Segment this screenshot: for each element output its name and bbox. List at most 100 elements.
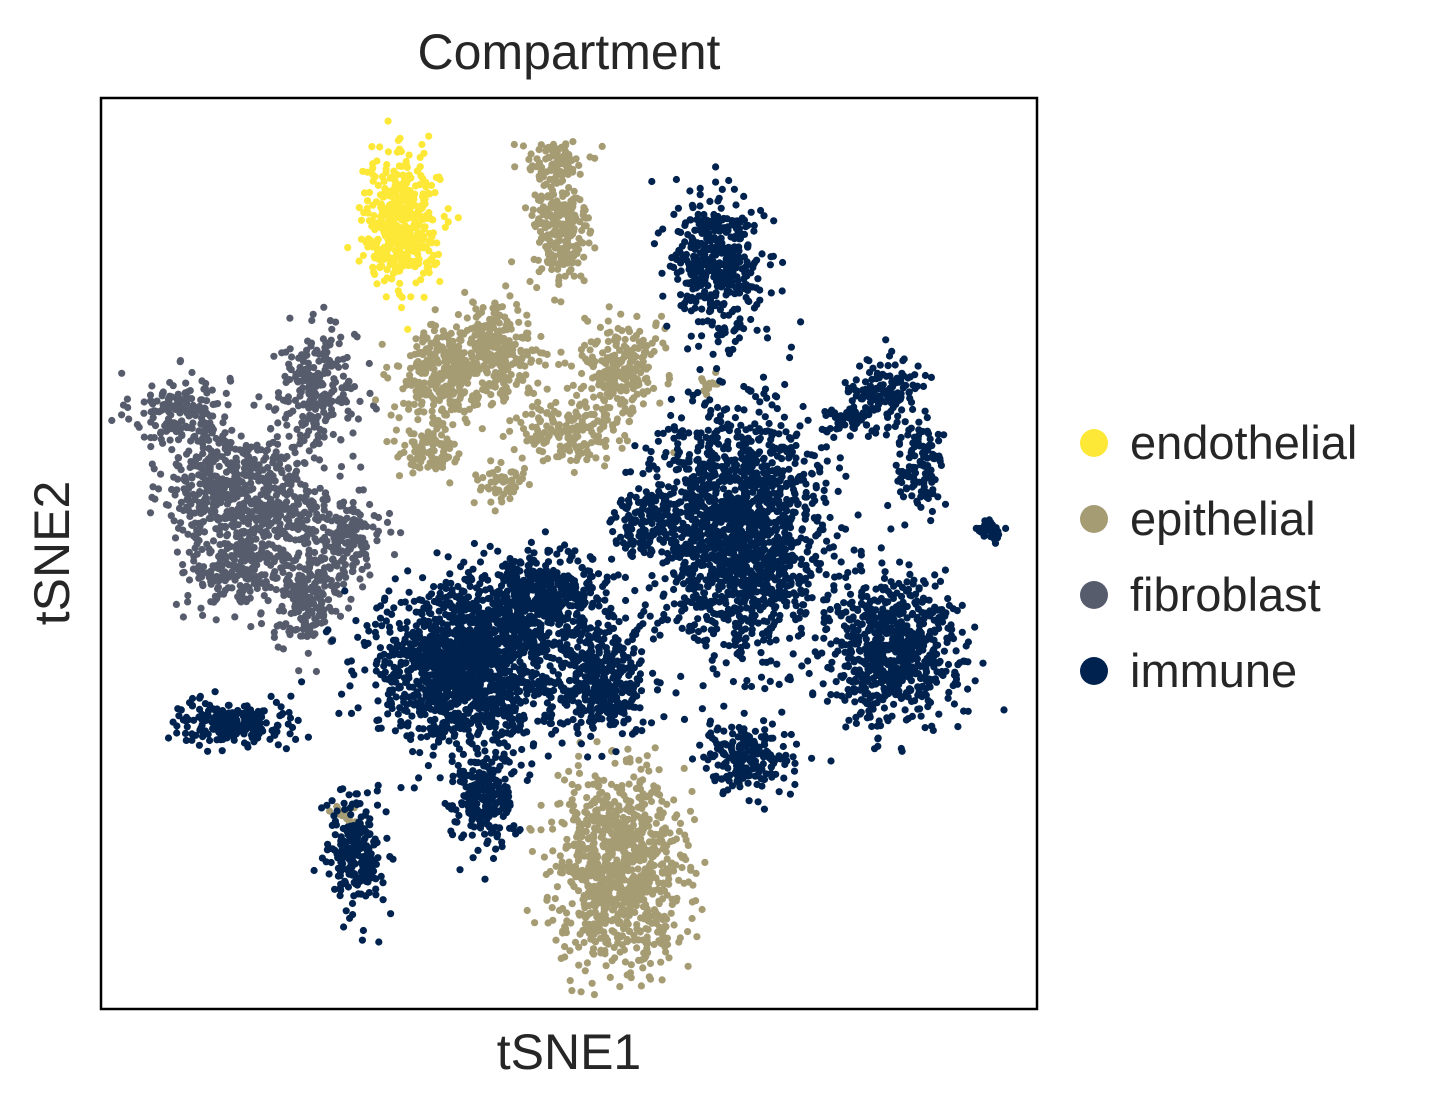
- scatter-point-fibroblast: [248, 513, 256, 521]
- scatter-point-endothelial: [404, 235, 412, 243]
- scatter-point-epithelial: [642, 880, 650, 888]
- scatter-point-fibroblast: [270, 352, 278, 360]
- scatter-point-epithelial: [451, 458, 459, 466]
- scatter-point-fibroblast: [217, 549, 225, 557]
- scatter-point-immune: [677, 291, 685, 299]
- scatter-point-epithelial: [573, 250, 581, 258]
- scatter-point-epithelial: [535, 146, 543, 154]
- scatter-point-epithelial: [636, 785, 645, 793]
- scatter-point-immune: [898, 406, 906, 414]
- scatter-point-fibroblast: [184, 591, 192, 600]
- scatter-point-epithelial: [593, 853, 602, 861]
- scatter-point-epithelial: [457, 336, 465, 344]
- scatter-point-epithelial: [618, 910, 626, 918]
- scatter-point-epithelial: [615, 359, 623, 367]
- scatter-point-epithelial: [508, 479, 516, 487]
- scatter-point-epithelial: [708, 379, 717, 387]
- scatter-point-epithelial: [673, 894, 681, 902]
- scatter-point-epithelial: [601, 368, 609, 376]
- scatter-point-fibroblast: [217, 491, 225, 499]
- scatter-point-epithelial: [618, 861, 626, 869]
- scatter-point-fibroblast: [188, 368, 196, 377]
- scatter-point-epithelial: [510, 446, 518, 454]
- scatter-point-epithelial: [551, 296, 559, 304]
- scatter-point-epithelial: [552, 231, 560, 239]
- scatter-point-epithelial: [625, 899, 633, 907]
- scatter-point-immune: [735, 235, 744, 243]
- scatter-point-epithelial: [530, 255, 538, 263]
- scatter-point-immune: [663, 322, 671, 330]
- scatter-point-fibroblast: [310, 399, 318, 407]
- scatter-point-epithelial: [414, 416, 422, 424]
- scatter-point-fibroblast: [148, 493, 156, 501]
- scatter-point-epithelial: [456, 349, 464, 357]
- scatter-point-epithelial: [658, 797, 666, 805]
- scatter-point-epithelial: [607, 870, 615, 878]
- scatter-point-fibroblast: [242, 598, 250, 606]
- scatter-point-fibroblast: [272, 505, 280, 513]
- scatter-point-endothelial: [391, 213, 399, 221]
- scatter-point-epithelial: [611, 954, 619, 962]
- scatter-point-fibroblast: [349, 498, 357, 507]
- scatter-point-immune: [704, 317, 712, 325]
- scatter-point-fibroblast: [285, 534, 294, 542]
- scatter-point-immune: [735, 334, 744, 342]
- scatter-point-epithelial: [558, 172, 566, 180]
- scatter-point-epithelial: [535, 447, 543, 455]
- scatter-point-epithelial: [686, 807, 695, 815]
- scatter-point-epithelial: [569, 138, 577, 146]
- scatter-point-fibroblast: [272, 586, 280, 594]
- scatter-point-fibroblast: [276, 460, 284, 468]
- scatter-point-fibroblast: [185, 576, 194, 584]
- scatter-point-fibroblast: [257, 548, 265, 556]
- scatter-point-epithelial: [408, 438, 416, 446]
- scatter-point-fibroblast: [216, 555, 224, 564]
- scatter-point-endothelial: [444, 205, 452, 213]
- scatter-point-epithelial: [467, 349, 475, 357]
- scatter-point-endothelial: [414, 167, 422, 175]
- scatter-point-fibroblast: [349, 561, 357, 569]
- scatter-point-epithelial: [620, 925, 628, 933]
- scatter-point-fibroblast: [397, 529, 405, 537]
- scatter-point-fibroblast: [333, 581, 341, 589]
- scatter-point-epithelial: [642, 910, 650, 918]
- scatter-point-fibroblast: [268, 541, 276, 549]
- scatter-point-epithelial: [534, 398, 542, 406]
- scatter-point-fibroblast: [203, 434, 211, 442]
- scatter-point-epithelial: [545, 154, 553, 162]
- scatter-point-fibroblast: [313, 510, 321, 518]
- scatter-point-endothelial: [383, 228, 391, 236]
- scatter-point-fibroblast: [293, 425, 301, 433]
- scatter-point-epithelial: [605, 303, 613, 311]
- scatter-point-epithelial: [410, 400, 418, 408]
- scatter-point-fibroblast: [238, 478, 246, 486]
- scatter-point-endothelial: [441, 223, 449, 231]
- scatter-point-fibroblast: [198, 414, 206, 422]
- scatter-point-epithelial: [609, 839, 617, 847]
- scatter-point-epithelial: [601, 374, 609, 382]
- scatter-point-epithelial: [420, 408, 428, 416]
- scatter-point-fibroblast: [317, 596, 325, 604]
- scatter-point-epithelial: [591, 799, 599, 807]
- scatter-point-epithelial: [627, 961, 635, 969]
- scatter-point-endothelial: [381, 188, 389, 196]
- scatter-point-endothelial: [355, 257, 363, 265]
- scatter-point-epithelial: [391, 403, 399, 411]
- scatter-point-fibroblast: [200, 528, 209, 536]
- scatter-point-fibroblast: [344, 407, 352, 415]
- scatter-point-immune: [696, 191, 704, 199]
- scatter-point-epithelial: [672, 835, 681, 843]
- scatter-point-epithelial: [543, 435, 551, 443]
- scatter-point-epithelial: [598, 788, 606, 797]
- scatter-point-fibroblast: [230, 561, 238, 569]
- scatter-point-epithelial: [568, 987, 576, 995]
- scatter-point-epithelial: [645, 838, 654, 846]
- scatter-point-fibroblast: [270, 628, 278, 637]
- scatter-point-fibroblast: [211, 489, 220, 497]
- scatter-point-epithelial: [593, 806, 602, 814]
- scatter-point-epithelial: [514, 306, 522, 314]
- scatter-point-fibroblast: [259, 529, 267, 538]
- scatter-point-epithelial: [604, 940, 612, 948]
- scatter-point-fibroblast: [270, 633, 278, 642]
- scatter-point-immune: [677, 267, 685, 275]
